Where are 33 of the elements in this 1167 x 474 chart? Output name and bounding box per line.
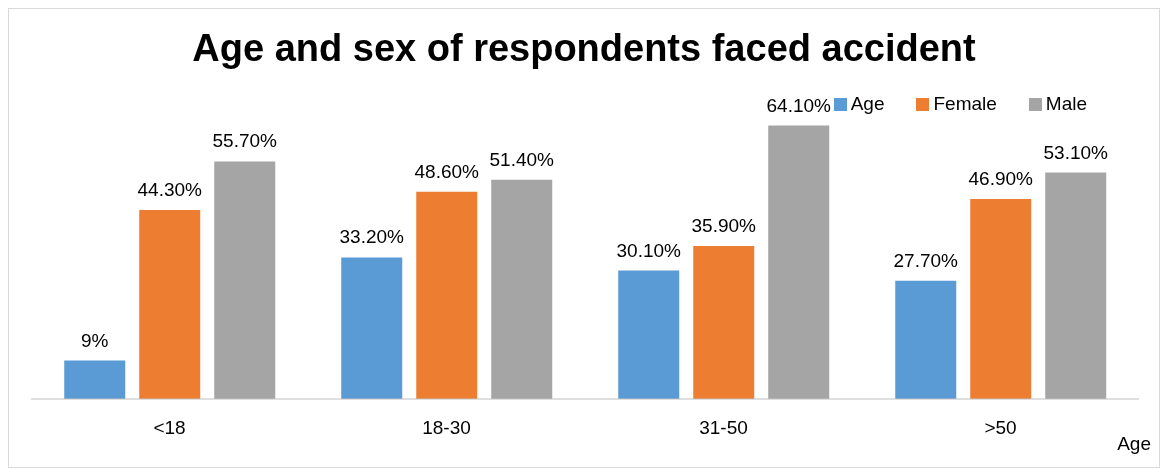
x-axis-title: Age bbox=[1117, 433, 1151, 455]
bar bbox=[618, 270, 680, 399]
x-tick-label: 31-50 bbox=[699, 417, 748, 439]
data-label: 35.90% bbox=[691, 214, 757, 236]
legend-label: Male bbox=[1045, 93, 1087, 114]
x-tick-label: 18-30 bbox=[422, 417, 471, 439]
bar bbox=[895, 280, 957, 399]
chart-title: Age and sex of respondents faced accident bbox=[191, 27, 977, 70]
data-label: 44.30% bbox=[137, 179, 203, 201]
legend-label: Age bbox=[850, 93, 885, 114]
data-label: 30.10% bbox=[616, 239, 682, 261]
bar bbox=[139, 210, 201, 399]
bar bbox=[64, 360, 126, 399]
x-tick-label: <18 bbox=[153, 417, 186, 439]
bar bbox=[970, 198, 1032, 399]
data-label: 48.60% bbox=[414, 160, 480, 182]
bar bbox=[491, 179, 553, 399]
legend-label: Female bbox=[933, 93, 997, 114]
data-label: 33.20% bbox=[339, 226, 405, 248]
bar bbox=[341, 257, 403, 399]
bar bbox=[768, 125, 830, 399]
bar bbox=[693, 245, 755, 399]
bar bbox=[1045, 172, 1107, 399]
data-label: 46.90% bbox=[968, 167, 1034, 189]
data-label: 51.40% bbox=[489, 148, 555, 170]
data-label: 53.10% bbox=[1043, 141, 1109, 163]
data-label: 64.10% bbox=[766, 94, 832, 116]
data-label: 55.70% bbox=[212, 130, 278, 152]
bar bbox=[214, 161, 276, 399]
x-tick-label: >50 bbox=[984, 417, 1017, 439]
data-label: 27.70% bbox=[893, 249, 959, 271]
data-label: 9% bbox=[81, 329, 109, 351]
bar bbox=[416, 191, 478, 399]
